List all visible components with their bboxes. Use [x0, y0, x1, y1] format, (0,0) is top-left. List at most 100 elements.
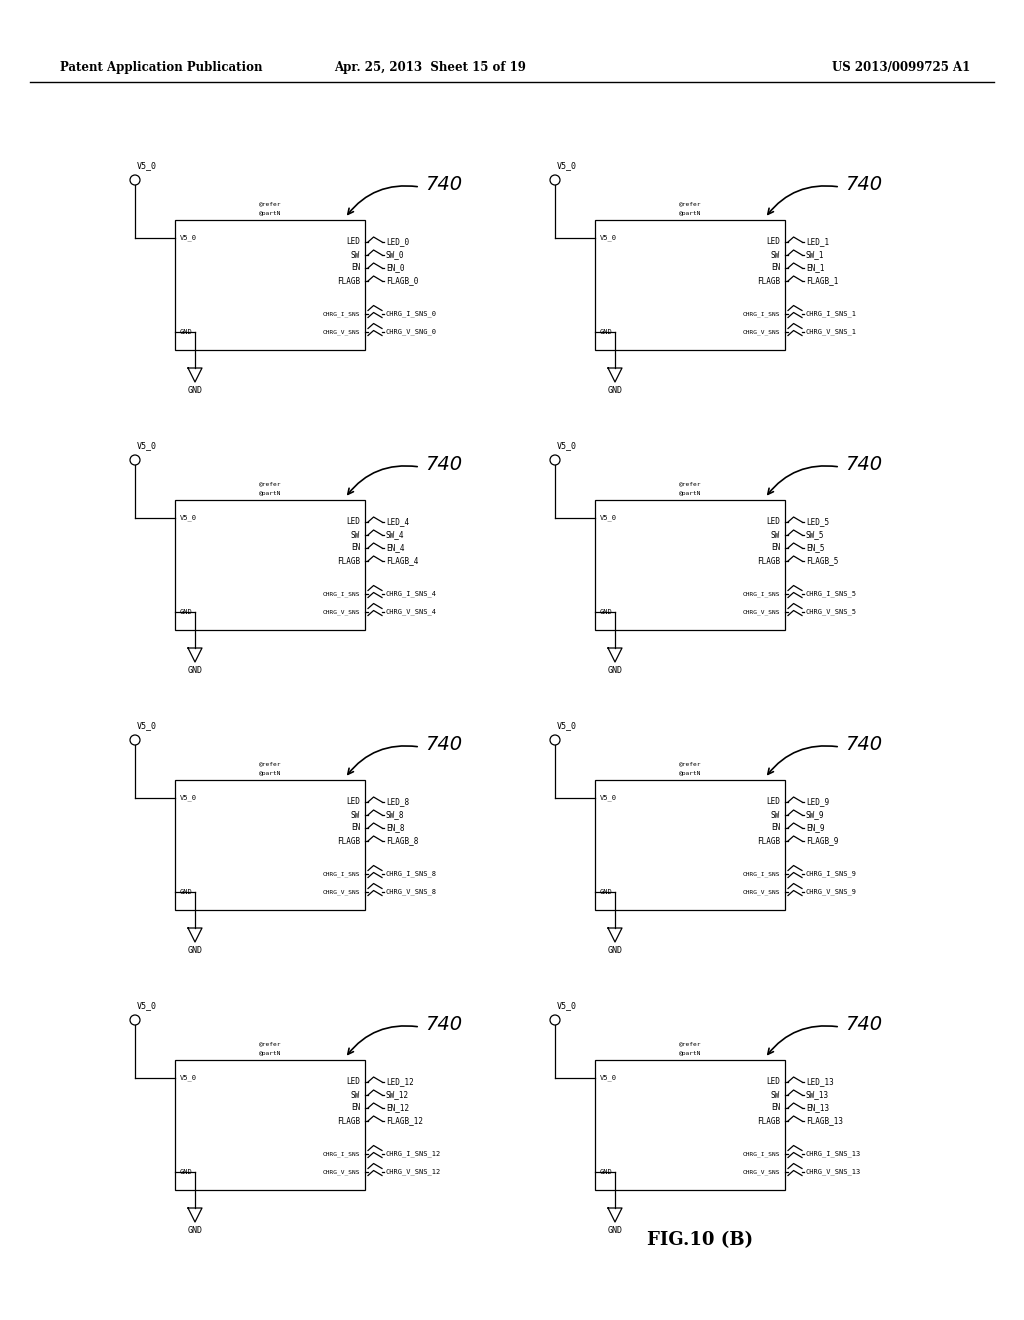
Text: EN_12: EN_12	[386, 1104, 410, 1113]
Text: EN: EN	[351, 824, 360, 833]
Text: @partN: @partN	[679, 211, 701, 216]
Text: EN: EN	[351, 1104, 360, 1113]
Bar	[595, 500, 785, 630]
Text: @refer: @refer	[679, 1041, 701, 1045]
Text: LED_0: LED_0	[386, 238, 410, 247]
Text: EN_4: EN_4	[386, 544, 404, 553]
Text: CHRG_I_SNS_13: CHRG_I_SNS_13	[806, 1151, 861, 1158]
Text: GND: GND	[600, 888, 612, 895]
Text: SW: SW	[771, 251, 780, 260]
Text: LED: LED	[766, 797, 780, 807]
Text: GND: GND	[187, 1226, 203, 1236]
Text: CHRG_V_SNS_8: CHRG_V_SNS_8	[386, 888, 437, 895]
Text: @refer: @refer	[259, 201, 282, 206]
Text: CHRG_V_SNS: CHRG_V_SNS	[742, 890, 780, 895]
Text: EN_1: EN_1	[806, 264, 824, 272]
Text: LED_12: LED_12	[386, 1077, 414, 1086]
Text: V5_0: V5_0	[180, 515, 197, 521]
Text: V5_0: V5_0	[600, 515, 617, 521]
Text: CHRG_I_SNS_5: CHRG_I_SNS_5	[806, 590, 857, 598]
Text: EN: EN	[771, 264, 780, 272]
Text: SW_9: SW_9	[806, 810, 824, 820]
Text: LED_5: LED_5	[806, 517, 829, 527]
Text: FLAGB: FLAGB	[757, 557, 780, 565]
Text: V5_0: V5_0	[600, 235, 617, 242]
Text: @partN: @partN	[679, 1051, 701, 1056]
Text: CHRG_V_SNS_4: CHRG_V_SNS_4	[386, 609, 437, 615]
Text: LED_4: LED_4	[386, 517, 410, 527]
Text: @partN: @partN	[259, 771, 282, 776]
Text: CHRG_I_SNS_0: CHRG_I_SNS_0	[386, 310, 437, 317]
Text: 740: 740	[845, 455, 882, 474]
Text: @partN: @partN	[259, 1051, 282, 1056]
Text: FLAGB: FLAGB	[757, 837, 780, 846]
Text: CHRG_V_SNS_5: CHRG_V_SNS_5	[806, 609, 857, 615]
Text: LED_8: LED_8	[386, 797, 410, 807]
Text: GND: GND	[180, 888, 193, 895]
Text: LED: LED	[766, 517, 780, 527]
Text: FLAGB_13: FLAGB_13	[806, 1117, 843, 1126]
Text: LED_1: LED_1	[806, 238, 829, 247]
Text: SW: SW	[351, 251, 360, 260]
Text: GND: GND	[607, 946, 623, 954]
Text: CHRG_I_SNS: CHRG_I_SNS	[742, 312, 780, 317]
Text: LED_9: LED_9	[806, 797, 829, 807]
Text: CHRG_V_SNS_9: CHRG_V_SNS_9	[806, 888, 857, 895]
Text: SW: SW	[351, 1090, 360, 1100]
Text: FLAGB: FLAGB	[337, 276, 360, 285]
Text: V5_0: V5_0	[137, 161, 157, 170]
Text: LED_13: LED_13	[806, 1077, 834, 1086]
Text: FLAGB_0: FLAGB_0	[386, 276, 419, 285]
Text: GND: GND	[180, 609, 193, 615]
Text: CHRG_V_SNS_12: CHRG_V_SNS_12	[386, 1168, 441, 1175]
Text: Patent Application Publication: Patent Application Publication	[60, 62, 262, 74]
Text: CHRG_I_SNS: CHRG_I_SNS	[742, 871, 780, 876]
Text: LED: LED	[346, 238, 360, 247]
Text: EN: EN	[351, 544, 360, 553]
Text: EN: EN	[771, 544, 780, 553]
Text: GND: GND	[187, 946, 203, 954]
Text: CHRG_I_SNS_8: CHRG_I_SNS_8	[386, 871, 437, 878]
Text: SW_0: SW_0	[386, 251, 404, 260]
Text: @partN: @partN	[259, 491, 282, 496]
Text: V5_0: V5_0	[557, 721, 577, 730]
Text: V5_0: V5_0	[180, 235, 197, 242]
Text: CHRG_I_SNS: CHRG_I_SNS	[742, 1151, 780, 1156]
Text: FLAGB: FLAGB	[337, 557, 360, 565]
Text: FIG.10 (B): FIG.10 (B)	[647, 1232, 753, 1249]
Text: 740: 740	[425, 1015, 462, 1034]
Text: GND: GND	[187, 667, 203, 675]
Text: SW_5: SW_5	[806, 531, 824, 540]
Text: SW_1: SW_1	[806, 251, 824, 260]
Text: FLAGB_5: FLAGB_5	[806, 557, 839, 565]
Text: V5_0: V5_0	[600, 1074, 617, 1081]
Text: V5_0: V5_0	[137, 1001, 157, 1010]
Text: @partN: @partN	[259, 211, 282, 216]
Text: CHRG_V_SNS: CHRG_V_SNS	[742, 610, 780, 615]
Text: CHRG_I_SNS_4: CHRG_I_SNS_4	[386, 590, 437, 598]
Text: CHRG_V_SNS: CHRG_V_SNS	[742, 329, 780, 335]
Text: FLAGB: FLAGB	[337, 1117, 360, 1126]
Text: 740: 740	[425, 735, 462, 754]
Text: SW: SW	[771, 810, 780, 820]
Text: EN_9: EN_9	[806, 824, 824, 833]
Text: CHRG_I_SNS_9: CHRG_I_SNS_9	[806, 871, 857, 878]
Text: CHRG_I_SNS: CHRG_I_SNS	[323, 1151, 360, 1156]
Text: CHRG_I_SNS: CHRG_I_SNS	[323, 591, 360, 597]
Text: GND: GND	[607, 1226, 623, 1236]
Text: LED: LED	[766, 238, 780, 247]
Text: @refer: @refer	[259, 1041, 282, 1045]
Text: @refer: @refer	[259, 762, 282, 766]
Text: 740: 740	[845, 176, 882, 194]
Text: V5_0: V5_0	[137, 441, 157, 450]
Text: FLAGB_1: FLAGB_1	[806, 276, 839, 285]
Bar	[175, 780, 365, 909]
Text: FLAGB_9: FLAGB_9	[806, 837, 839, 846]
Text: V5_0: V5_0	[557, 1001, 577, 1010]
Text: LED: LED	[766, 1077, 780, 1086]
Bar	[175, 220, 365, 350]
Text: Apr. 25, 2013  Sheet 15 of 19: Apr. 25, 2013 Sheet 15 of 19	[334, 62, 526, 74]
Text: CHRG_I_SNS: CHRG_I_SNS	[742, 591, 780, 597]
Text: GND: GND	[180, 329, 193, 335]
Bar	[595, 1060, 785, 1191]
